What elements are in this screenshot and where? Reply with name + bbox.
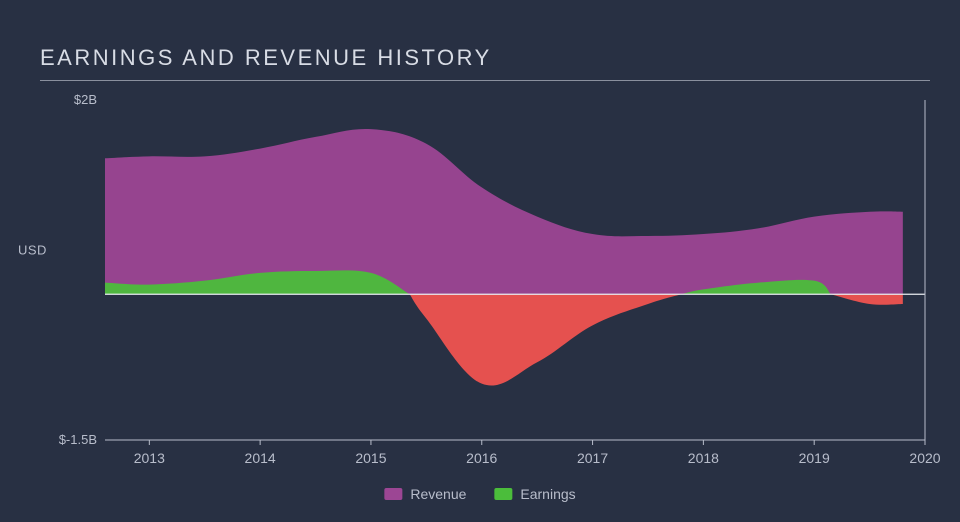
plot-area (0, 0, 960, 522)
earnings-area-negative (410, 294, 681, 385)
legend-item-revenue: Revenue (384, 486, 466, 502)
legend-item-earnings: Earnings (494, 486, 575, 502)
legend-label-earnings: Earnings (520, 486, 575, 502)
earnings-area-negative (831, 294, 903, 304)
legend-swatch-earnings (494, 488, 512, 500)
revenue-area (105, 129, 903, 294)
legend: Revenue Earnings (384, 486, 575, 502)
legend-label-revenue: Revenue (410, 486, 466, 502)
chart-container: EARNINGS AND REVENUE HISTORY USD $2B$-1.… (0, 0, 960, 522)
legend-swatch-revenue (384, 488, 402, 500)
